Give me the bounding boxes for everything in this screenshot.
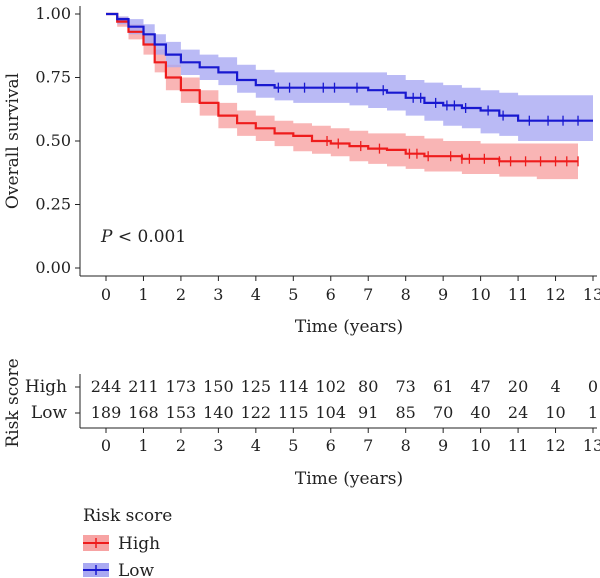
p-symbol: P [100,227,113,247]
x-tick-label: 2 [176,285,186,304]
risk-cell-low: 122 [241,403,272,422]
risk-cell-high: 125 [241,377,272,396]
risk-row-label-high: High [25,377,67,397]
risk-table-x-tick-label: 2 [176,436,186,455]
risk-cell-high: 244 [91,377,122,396]
risk-table-x-axis-label: Time (years) [295,469,403,489]
censor-marks [277,82,579,167]
risk-cell-low: 104 [315,403,346,422]
y-tick-label: 0.25 [35,195,71,214]
risk-cell-low: 115 [278,403,309,422]
risk-cell-high: 80 [358,377,378,396]
legend: Risk score High Low [83,506,172,578]
p-value-text: < 0.001 [112,227,186,247]
risk-table-x-tick-label: 13 [583,436,600,455]
risk-cell-high: 47 [470,377,490,396]
risk-table-x-tick-label: 1 [138,436,148,455]
plot-axes [75,6,597,281]
x-tick-label: 13 [583,285,600,304]
risk-table-x-tick-label: 5 [288,436,298,455]
risk-cell-low: 85 [396,403,416,422]
x-tick-label: 12 [545,285,565,304]
risk-table-x-tick-label: 4 [251,436,261,455]
risk-cell-high: 114 [278,377,309,396]
confidence-band-low [106,14,593,141]
risk-cell-low: 153 [166,403,197,422]
survival-plot: 0.000.250.500.751.00 0 1 2 3 4 5 6 7 8 9 10 11 12 13 … [3,4,600,337]
risk-cell-high: 150 [203,377,234,396]
risk-cell-high: 0 [588,377,598,396]
risk-cell-high: 61 [433,377,453,396]
risk-cell-low: 40 [470,403,490,422]
y-tick-label: 0.75 [35,68,71,87]
p-value-annotation: P < 0.001 [100,227,186,247]
x-tick-label: 10 [470,285,490,304]
risk-table-x-tick-label: 0 [101,436,111,455]
risk-cell-low: 1 [588,403,598,422]
risk-table-x-tick-label: 8 [401,436,411,455]
risk-cell-high: 4 [550,377,560,396]
risk-cell-low: 70 [433,403,453,422]
x-tick-label: 4 [251,285,261,304]
risk-cell-low: 24 [508,403,528,422]
risk-table-x-tick-label: 11 [508,436,528,455]
risk-table: Risk score High Low 244 211 173 150 125 114 10… [3,358,600,489]
risk-table-x-tick-label: 3 [213,436,223,455]
x-axis-label: Time (years) [295,317,403,337]
risk-cell-low: 91 [358,403,378,422]
x-tick-label: 9 [438,285,448,304]
x-tick-label: 0 [101,285,111,304]
x-tick-label: 11 [508,285,528,304]
survival-curve-low [106,12,593,122]
x-tick-label: 3 [213,285,223,304]
x-tick-labels: 0 1 2 3 4 5 6 7 8 9 10 11 12 13 [101,285,600,304]
risk-table-x-tick-labels: 0 1 2 3 4 5 6 7 8 9 10 11 12 13 [101,436,600,455]
x-tick-label: 7 [363,285,373,304]
x-tick-label: 6 [326,285,336,304]
risk-table-title: Risk score [3,358,23,447]
risk-cell-low: 189 [91,403,122,422]
y-axis-label: Overall survival [3,73,23,209]
legend-low-label: Low [118,561,155,578]
risk-cell-high: 102 [315,377,346,396]
risk-cell-low: 10 [545,403,565,422]
risk-cell-high: 20 [508,377,528,396]
risk-cell-low: 140 [203,403,234,422]
x-tick-label: 8 [401,285,411,304]
risk-cell-high: 211 [128,377,159,396]
legend-high-label: High [118,534,160,554]
legend-title: Risk score [83,506,172,526]
risk-row-label-low: Low [31,403,68,423]
x-tick-label: 5 [288,285,298,304]
confidence-bands [106,14,593,180]
y-tick-label: 0.00 [35,258,71,277]
risk-table-x-tick-label: 9 [438,436,448,455]
y-tick-labels: 0.00 0.25 0.50 0.75 1.00 [35,4,71,277]
legend-item-low: Low [83,561,155,578]
risk-table-x-tick-label: 12 [545,436,565,455]
risk-cell-low: 168 [128,403,159,422]
y-tick-label: 0.50 [35,131,71,150]
risk-table-x-tick-label: 7 [363,436,373,455]
risk-cell-high: 73 [396,377,416,396]
x-tick-label: 1 [138,285,148,304]
risk-table-x-tick-label: 6 [326,436,336,455]
risk-table-axes [75,374,597,433]
y-tick-label: 1.00 [35,4,71,23]
risk-cell-high: 173 [166,377,197,396]
legend-item-high: High [83,534,160,554]
risk-table-x-tick-label: 10 [470,436,490,455]
